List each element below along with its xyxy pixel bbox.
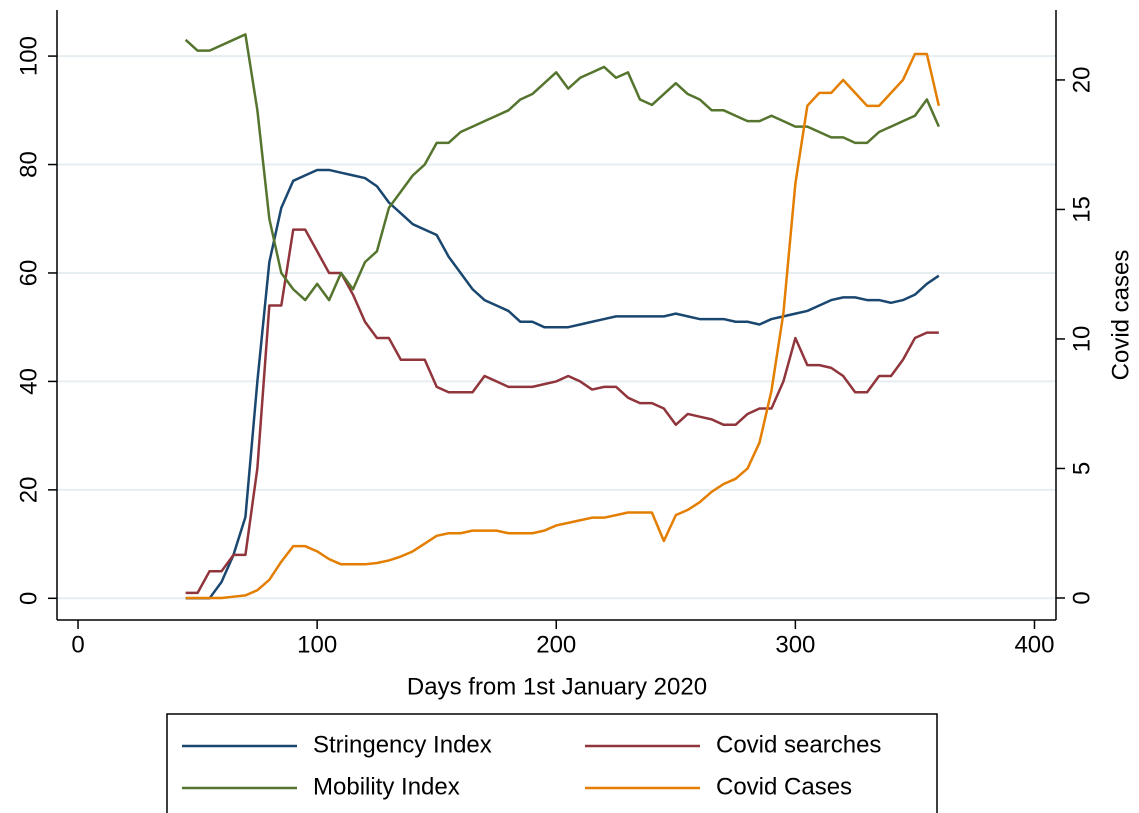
series-line — [185, 228, 939, 595]
legend-label: Covid Cases — [716, 773, 852, 800]
y2-tick-label: 15 — [1068, 196, 1095, 223]
legend-box — [166, 713, 938, 813]
y2-axis-title: Covid cases — [1107, 250, 1134, 381]
y-tick-label: 60 — [15, 260, 42, 287]
legend-label: Mobility Index — [313, 773, 460, 800]
legend-label: Covid searches — [716, 731, 881, 758]
y-tick-label: 40 — [15, 368, 42, 395]
y2-tick-label: 5 — [1068, 462, 1095, 475]
y-tick-label: 80 — [15, 151, 42, 178]
series-line — [185, 52, 941, 600]
x-tick-label: 0 — [71, 631, 84, 658]
x-tick-label: 300 — [775, 631, 815, 658]
y2-tick-label: 20 — [1068, 67, 1095, 94]
series-line — [184, 33, 940, 302]
x-tick-label: 200 — [536, 631, 576, 658]
x-tick-label: 400 — [1014, 631, 1054, 658]
legend-label: Stringency Index — [313, 731, 492, 758]
x-tick-label: 100 — [297, 631, 337, 658]
x-axis-title: Days from 1st January 2020 — [407, 673, 707, 700]
series-line — [185, 168, 940, 600]
y-tick-label: 20 — [15, 477, 42, 504]
y2-tick-label: 0 — [1068, 591, 1095, 604]
y-tick-label: 0 — [15, 592, 42, 605]
y2-tick-label: 10 — [1068, 326, 1095, 353]
y-tick-label: 100 — [15, 36, 42, 76]
